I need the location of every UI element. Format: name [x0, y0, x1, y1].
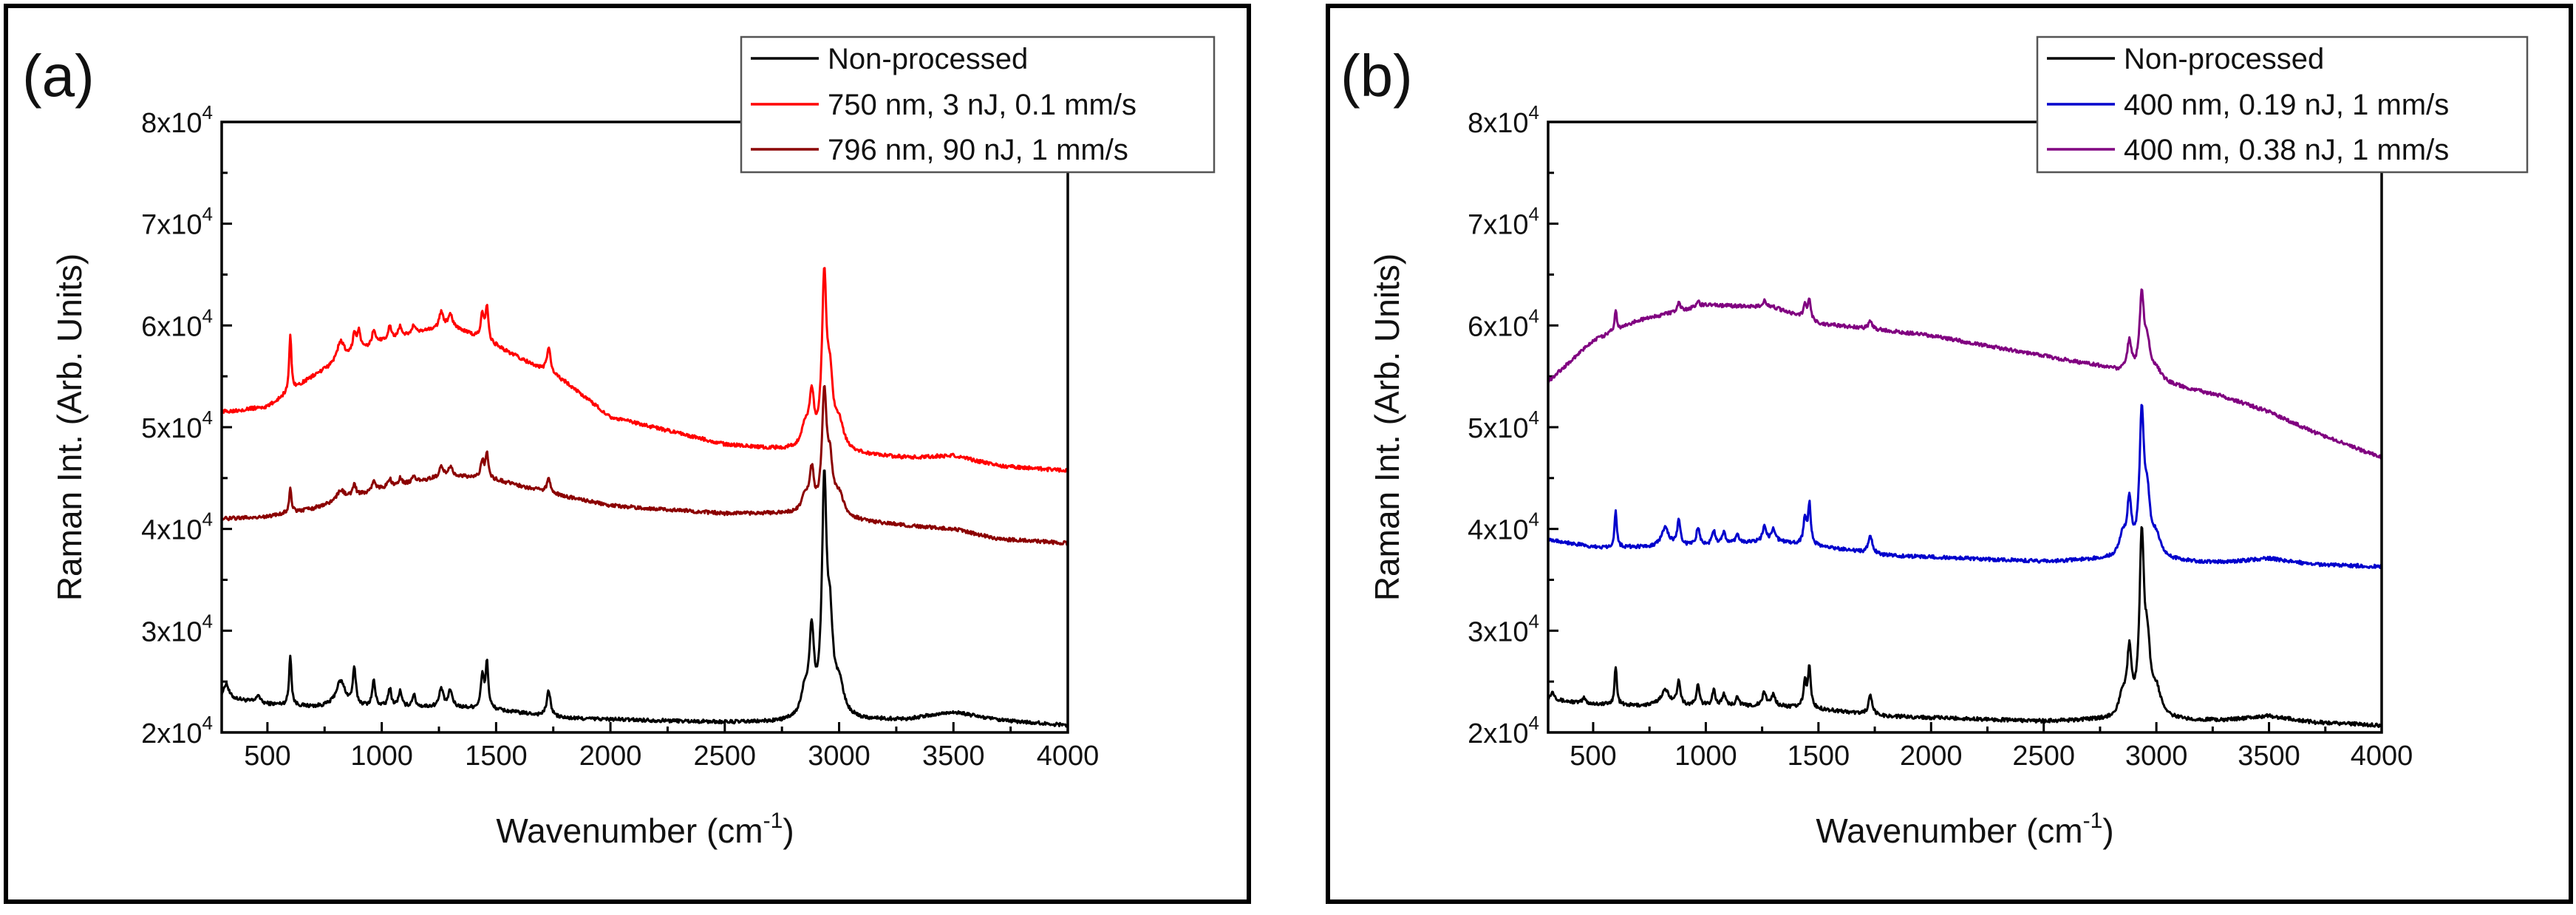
panel-b-x-tick-label-4000: 4000 — [2351, 741, 2413, 772]
panel-a-series-1-line — [220, 469, 1069, 728]
panel-b-legend-entry-2: 400 nm, 0.19 nJ, 1 mm/s — [2124, 89, 2449, 121]
panel-a-x-axis-title-exp: -1 — [763, 809, 783, 833]
panel-a-y-tick-label-80000: 8x104 — [141, 101, 213, 139]
panel-b-legend-box — [2036, 35, 2529, 174]
panel-b-x-tick-label-1000: 1000 — [1674, 741, 1737, 772]
panel-a-legend-entry-1: Non-processed — [828, 43, 1028, 75]
panel-a-y-tick-label-40000: 4x104 — [141, 508, 213, 546]
panel-b-x-tick-label-2000: 2000 — [1900, 741, 1963, 772]
panel-b-y-tick-label-50000: 5x104 — [1468, 407, 1539, 444]
panel-a-x-tick-label-2000: 2000 — [579, 741, 642, 772]
panel-b-y-tick-label-60000: 6x104 — [1468, 305, 1539, 342]
panel-b-series-2-line — [1547, 404, 2383, 569]
panel-a-y-axis-title: Raman Int. (Arb. Units) — [50, 254, 89, 601]
panel-b-x-axis-title: Wavenumber (cm-1) — [1816, 809, 2113, 850]
panel-b-legend-entry-1: Non-processed — [2124, 43, 2324, 75]
panel-a-y-tick-label-60000: 6x104 — [141, 305, 213, 342]
panel-a-x-tick-label-4000: 4000 — [1037, 741, 1100, 772]
panel-b: (b) 500 1000 1500 2000 2500 3000 3500 4000 2x104… — [1326, 4, 2573, 904]
panel-b-x-tick-label-1500: 1500 — [1788, 741, 1850, 772]
panel-b-plot-area — [1547, 120, 2383, 734]
panel-b-x-tick-label-2500: 2500 — [2012, 741, 2075, 772]
panel-a-legend: Non-processed 750 nm, 3 nJ, 0.1 mm/s 796… — [740, 35, 1216, 174]
panel-b-y-tick-label-80000: 8x104 — [1468, 101, 1539, 139]
panel-a-x-tick-label-1500: 1500 — [465, 741, 528, 772]
panel-a-x-axis-title: Wavenumber (cm-1) — [496, 809, 794, 850]
panel-b-series-1-line — [1547, 525, 2383, 728]
panel-b-series-3-line — [1547, 288, 2383, 460]
panel-a-legend-entry-3: 796 nm, 90 nJ, 1 mm/s — [828, 134, 1128, 166]
panel-a-x-tick-label-3500: 3500 — [922, 741, 985, 772]
panel-b-label: (b) — [1340, 43, 1413, 109]
panel-a-y-tick-label-50000: 5x104 — [141, 407, 213, 444]
panel-b-legend: Non-processed 400 nm, 0.19 nJ, 1 mm/s 40… — [2036, 35, 2529, 174]
panel-a-x-axis-title-text: Wavenumber (cm — [496, 812, 763, 850]
panel-a-y-tick-label-30000: 3x104 — [141, 610, 213, 647]
panel-b-x-tick-label-3000: 3000 — [2125, 741, 2188, 772]
panel-a-series-2-line — [220, 267, 1069, 473]
panel-b-y-tick-label-30000: 3x104 — [1468, 610, 1539, 647]
panel-b-x-axis-title-end: ) — [2102, 812, 2113, 850]
panel-a-series-3-line — [220, 385, 1069, 546]
panel-b-y-tick-label-20000: 2x104 — [1468, 712, 1539, 749]
panel-a-x-tick-label-2500: 2500 — [694, 741, 757, 772]
panel-a-plot-area — [220, 120, 1069, 734]
panel-b-legend-entry-3: 400 nm, 0.38 nJ, 1 mm/s — [2124, 134, 2449, 166]
panel-a-x-tick-label-500: 500 — [244, 741, 290, 772]
panel-b-x-tick-label-500: 500 — [1570, 741, 1616, 772]
panel-a-y-tick-label-20000: 2x104 — [141, 712, 213, 749]
panel-b-x-tick-label-3500: 3500 — [2238, 741, 2300, 772]
panel-b-y-axis-title: Raman Int. (Arb. Units) — [1368, 254, 1406, 601]
panel-a-label: (a) — [22, 43, 95, 109]
panel-a-x-tick-label-3000: 3000 — [808, 741, 870, 772]
panel-b-y-tick-label-40000: 4x104 — [1468, 508, 1539, 546]
panel-a-x-tick-label-1000: 1000 — [350, 741, 413, 772]
panel-a-legend-box — [740, 35, 1216, 174]
panel-a: (a) 500 1000 1500 2000 2500 3000 3500 4000 2x104… — [4, 4, 1251, 904]
panel-a-legend-entry-2: 750 nm, 3 nJ, 0.1 mm/s — [828, 89, 1137, 121]
panel-b-x-axis-title-exp: -1 — [2083, 809, 2103, 833]
panel-a-y-tick-label-70000: 7x104 — [141, 203, 213, 241]
panel-b-y-tick-label-70000: 7x104 — [1468, 203, 1539, 241]
panel-a-x-axis-title-end: ) — [783, 812, 794, 850]
panel-b-x-axis-title-text: Wavenumber (cm — [1816, 812, 2082, 850]
